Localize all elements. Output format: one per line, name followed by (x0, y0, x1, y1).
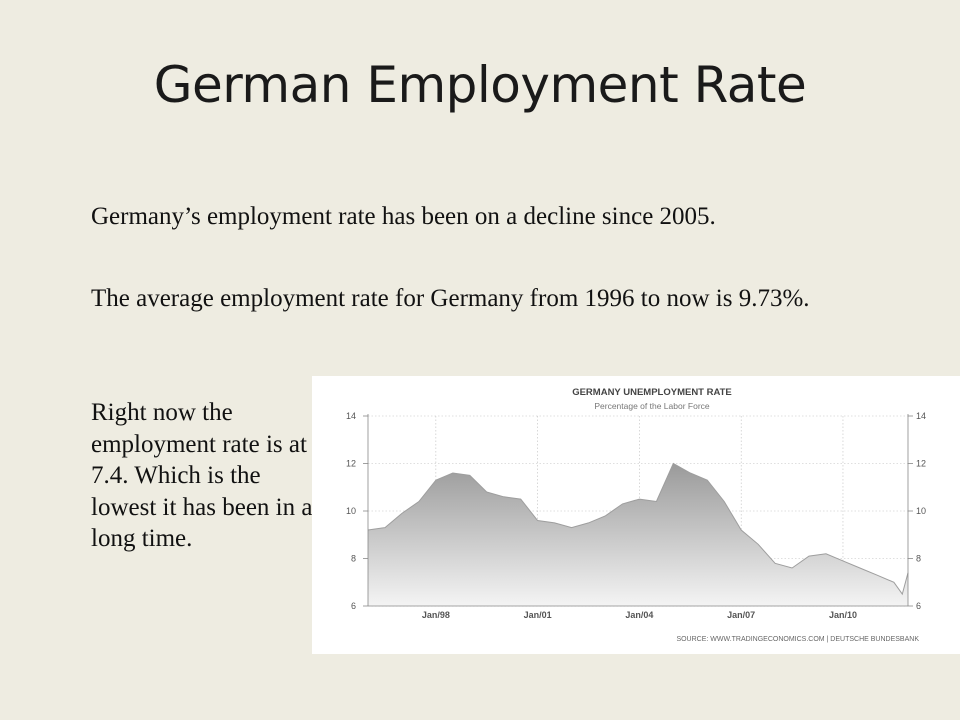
area-fill (368, 463, 908, 606)
y-tick-label-left: 10 (346, 506, 356, 516)
x-tick-label: Jan/10 (829, 610, 857, 620)
y-tick-label-right: 6 (916, 601, 921, 611)
x-tick-label: Jan/07 (727, 610, 755, 620)
y-tick-label-left: 12 (346, 459, 356, 469)
y-tick-label-right: 14 (916, 411, 926, 421)
x-tick-label: Jan/01 (524, 610, 552, 620)
y-tick-label-left: 8 (351, 554, 356, 564)
paragraph-decline: Germany’s employment rate has been on a … (91, 203, 716, 230)
chart-source: SOURCE: WWW.TRADINGECONOMICS.COM | DEUTS… (676, 636, 919, 643)
chart-subtitle: Percentage of the Labor Force (594, 401, 710, 411)
series-line (367, 462, 909, 596)
paragraph-current: Right now the employment rate is at 7.4.… (91, 399, 313, 552)
axes (363, 414, 913, 607)
y-tick-label-left: 14 (346, 411, 356, 421)
y-tick-label-right: 10 (916, 506, 926, 516)
area-series (367, 462, 909, 606)
unemployment-chart: GERMANY UNEMPLOYMENT RATE Percentage of … (346, 387, 926, 643)
chart-panel: GERMANY UNEMPLOYMENT RATE Percentage of … (312, 376, 960, 654)
chart-title: GERMANY UNEMPLOYMENT RATE (572, 387, 732, 398)
y-tick-label-right: 8 (916, 554, 921, 564)
x-tick-label: Jan/98 (422, 610, 450, 620)
slide-title: German Employment Rate (153, 56, 807, 114)
x-tick-label: Jan/04 (625, 610, 653, 620)
paragraph-average: The average employment rate for Germany … (91, 285, 810, 312)
y-tick-label-right: 12 (916, 459, 926, 469)
tick-labels: 6 6 8 8 10 10 12 12 14 14 Jan/98 Jan/01 Jan/04 Jan/07… (346, 411, 926, 620)
y-tick-label-left: 6 (351, 601, 356, 611)
